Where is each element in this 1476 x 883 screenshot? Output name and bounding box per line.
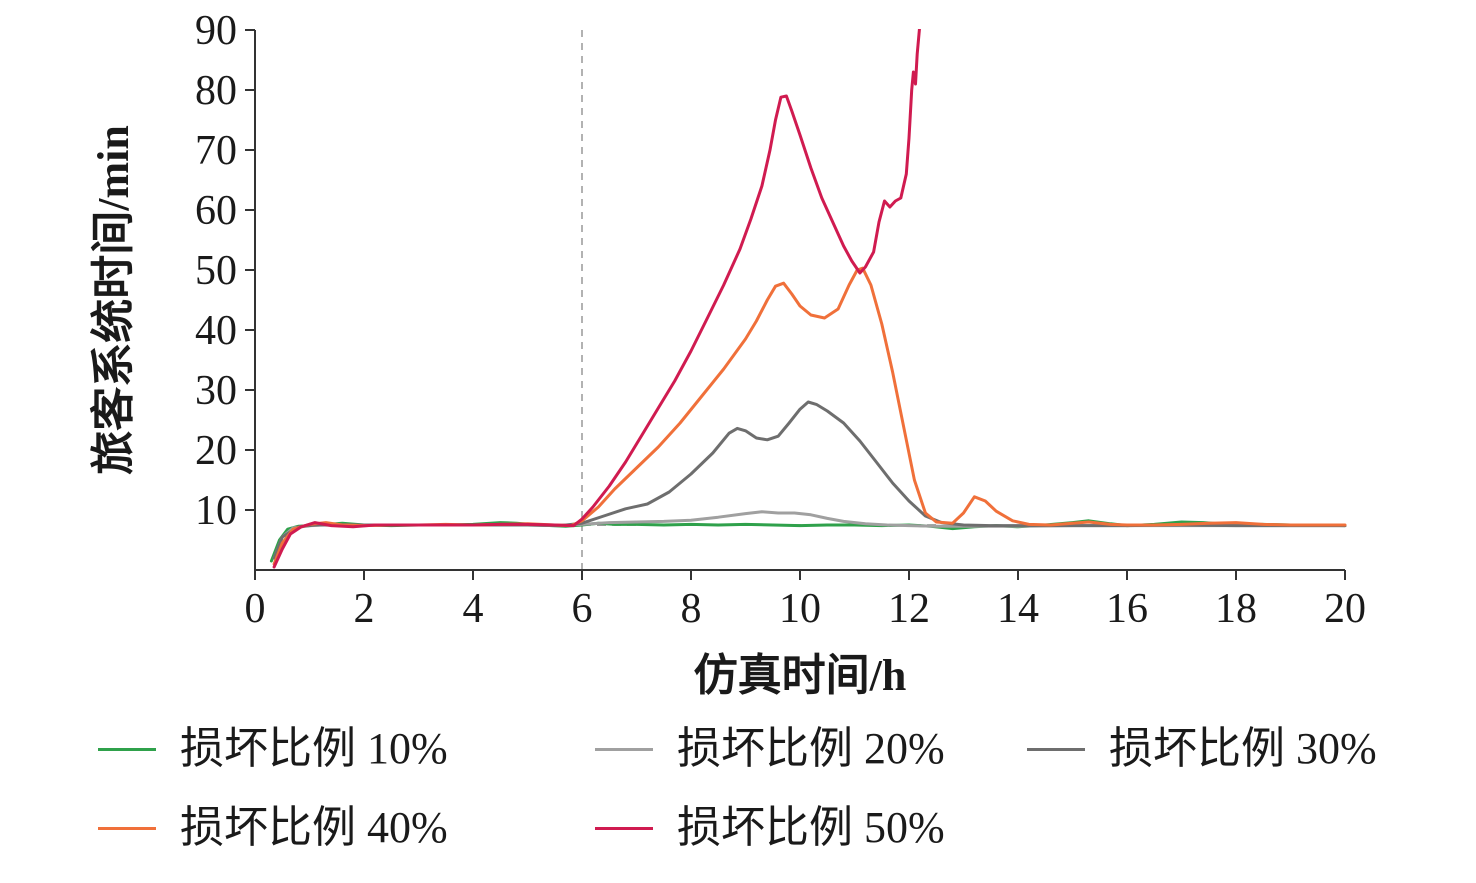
x-tick-label: 6 xyxy=(572,586,593,632)
legend-item-20: 损坏比例 20% xyxy=(595,723,1027,776)
series-line-2 xyxy=(272,510,1347,560)
x-tick-label: 12 xyxy=(888,586,930,632)
x-tick-label: 14 xyxy=(997,586,1039,632)
legend-swatch-40-icon xyxy=(98,826,156,830)
x-tick-label: 8 xyxy=(681,586,702,632)
legend-swatch-20-icon xyxy=(595,747,653,751)
legend-swatch-10-icon xyxy=(98,747,156,751)
x-tick-label: 10 xyxy=(779,586,821,632)
legend-item-10: 损坏比例 10% xyxy=(98,723,595,776)
series-line-3 xyxy=(272,400,1347,560)
legend-label-10: 损坏比例 10% xyxy=(180,724,448,773)
y-tick-label: 70 xyxy=(195,128,237,174)
legend-item-50: 损坏比例 50% xyxy=(595,802,1027,855)
legend-swatch-30-icon xyxy=(1027,747,1085,751)
y-tick-label: 50 xyxy=(195,248,237,294)
legend-label-20: 损坏比例 20% xyxy=(677,724,945,773)
legend-swatch-50-icon xyxy=(595,826,653,830)
legend-label-50: 损坏比例 50% xyxy=(677,802,945,852)
chart-svg: 旅客系统时间/min 仿真时间/h 0 2 4 6 8 10 12 14 16 18 20 10 20 3… xyxy=(89,8,1366,700)
y-tick-label: 80 xyxy=(195,68,237,114)
x-axis-title: 仿真时间/h xyxy=(694,651,907,700)
y-tick-label: 20 xyxy=(195,428,237,474)
chart-area: 旅客系统时间/min 仿真时间/h 0 2 4 6 8 10 12 14 16 18 20 10 20 3… xyxy=(89,8,1366,700)
series-line-5 xyxy=(272,29,921,569)
x-tick-label: 16 xyxy=(1106,586,1148,632)
legend-label-40: 损坏比例 40% xyxy=(180,802,448,852)
y-axis-title: 旅客系统时间/min xyxy=(89,125,138,475)
x-tick-label: 4 xyxy=(463,586,484,632)
y-tick-label: 90 xyxy=(195,8,237,54)
y-tick-label: 30 xyxy=(195,368,237,414)
legend-label-30: 损坏比例 30% xyxy=(1109,724,1377,773)
legend: 损坏比例 10% 损坏比例 20% 损坏比例 30% 损坏比例 40% 损坏比例… xyxy=(0,723,1476,855)
x-tick-label: 0 xyxy=(245,586,266,632)
legend-item-40: 损坏比例 40% xyxy=(98,802,595,855)
x-tick-label: 18 xyxy=(1215,586,1257,632)
y-tick-label: 40 xyxy=(195,308,237,354)
x-tick-label: 20 xyxy=(1324,586,1366,632)
series-line-4 xyxy=(272,266,1347,566)
y-tick-label: 10 xyxy=(195,488,237,534)
y-tick-label: 60 xyxy=(195,188,237,234)
legend-item-30: 损坏比例 30% xyxy=(1027,723,1476,776)
x-tick-label: 2 xyxy=(354,586,375,632)
